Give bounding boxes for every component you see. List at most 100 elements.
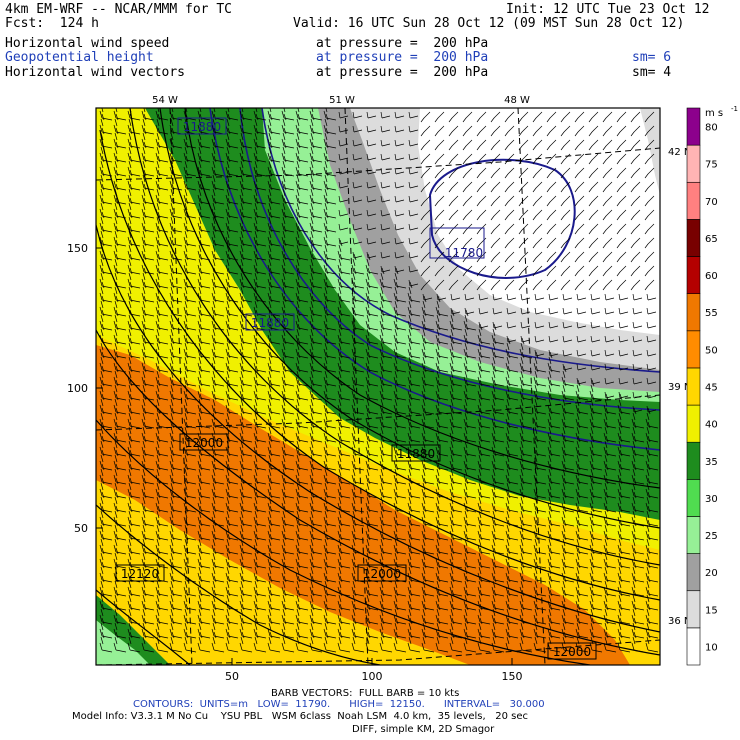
wind-barb [408,195,419,203]
wind-barb [141,309,155,331]
wind-barb [309,113,323,135]
wind-barb [421,519,435,541]
wind-barb [183,477,197,499]
wind-barb [603,449,617,471]
wind-barb [281,393,295,415]
wind-barb [127,108,141,121]
wind-barb [113,281,127,303]
wind-barb [379,603,393,625]
wind-barb [253,547,267,569]
wind-barb [588,139,599,151]
wind-barb [462,195,473,207]
wind-barb [575,505,589,527]
wind-barb [337,267,351,289]
wind-barb [534,335,545,343]
wind-barb [183,295,197,317]
wind-barb [239,449,253,471]
wind-barb [281,547,295,569]
wind-barb [295,141,309,163]
wind-barb [169,505,183,527]
wind-barb [504,237,515,249]
wind-barb [463,393,477,415]
y-tick-label: 150 [67,242,88,255]
wind-barb [323,169,337,191]
wind-barb [99,239,113,261]
wind-barb [407,295,421,317]
wind-barb [323,575,337,597]
wind-barb [365,575,379,597]
wind-barb [337,253,351,275]
wind-barb [338,195,349,203]
wind-barb [239,393,253,415]
wind-barb [546,251,557,263]
wind-barb [113,631,127,653]
wind-barb [574,125,585,137]
wind-barb [505,561,519,583]
wind-barb [561,491,575,513]
wind-barb [588,223,599,235]
valid-time: Valid: 16 UTC Sun 28 Oct 12 (09 MST Sun … [293,16,685,31]
wind-barb [617,589,631,611]
height-label: 11780 [445,246,483,260]
wind-barb [421,533,435,555]
colorbar-label: 75 [705,160,718,171]
wind-barb [309,253,323,275]
wind-barb [281,309,295,331]
wind-barb [477,421,491,443]
wind-barb [547,533,561,555]
wind-barb [366,139,377,147]
wind-barb [323,379,337,401]
wind-barb [379,309,393,331]
wind-barb [99,253,113,275]
wind-barb [281,617,295,639]
wind-barb [520,293,531,301]
wind-barb [504,167,515,179]
wind-barb [351,477,365,499]
wind-barb [575,407,589,429]
wind-barb [421,337,435,359]
wind-barb [239,127,253,149]
wind-barb [352,153,363,161]
y-tick-label: 100 [67,382,88,395]
wind-barb [309,631,323,653]
wind-barb [646,335,657,343]
wind-barb [632,307,643,315]
wind-barb [366,125,377,133]
colorbar-swatch [686,367,701,406]
wind-barb [561,547,575,569]
wind-barb [561,603,575,625]
wind-barb [463,351,477,373]
wind-barb [155,463,169,485]
wind-barb [462,111,473,123]
wind-barb [504,125,515,137]
wind-barb [113,379,127,401]
wind-barb [127,267,141,289]
wind-barb [379,435,393,457]
wind-barb [323,155,337,177]
wind-barb [141,575,155,597]
wind-barb [603,519,617,541]
wind-barb [352,223,363,231]
colorbar-label: 80 [705,123,718,134]
wind-barb [197,617,211,639]
wind-barb [309,267,323,289]
wind-barb [351,603,365,625]
wind-barb [365,449,379,471]
wind-barb [463,533,477,555]
wind-barb [295,519,309,541]
wind-barb [380,195,391,203]
wind-barb [155,169,169,191]
wind-barb [616,181,627,193]
wind-barb [267,337,281,359]
wind-barb [309,351,323,373]
wind-barb [197,295,211,317]
wind-barb [295,463,309,485]
wind-barb [589,603,603,625]
wind-barb [575,561,589,583]
wind-barb [449,323,463,345]
wind-barb [267,183,281,205]
wind-barb [561,379,575,401]
wind-barb [365,323,379,345]
wind-barb [338,181,349,189]
wind-barb [380,209,391,217]
